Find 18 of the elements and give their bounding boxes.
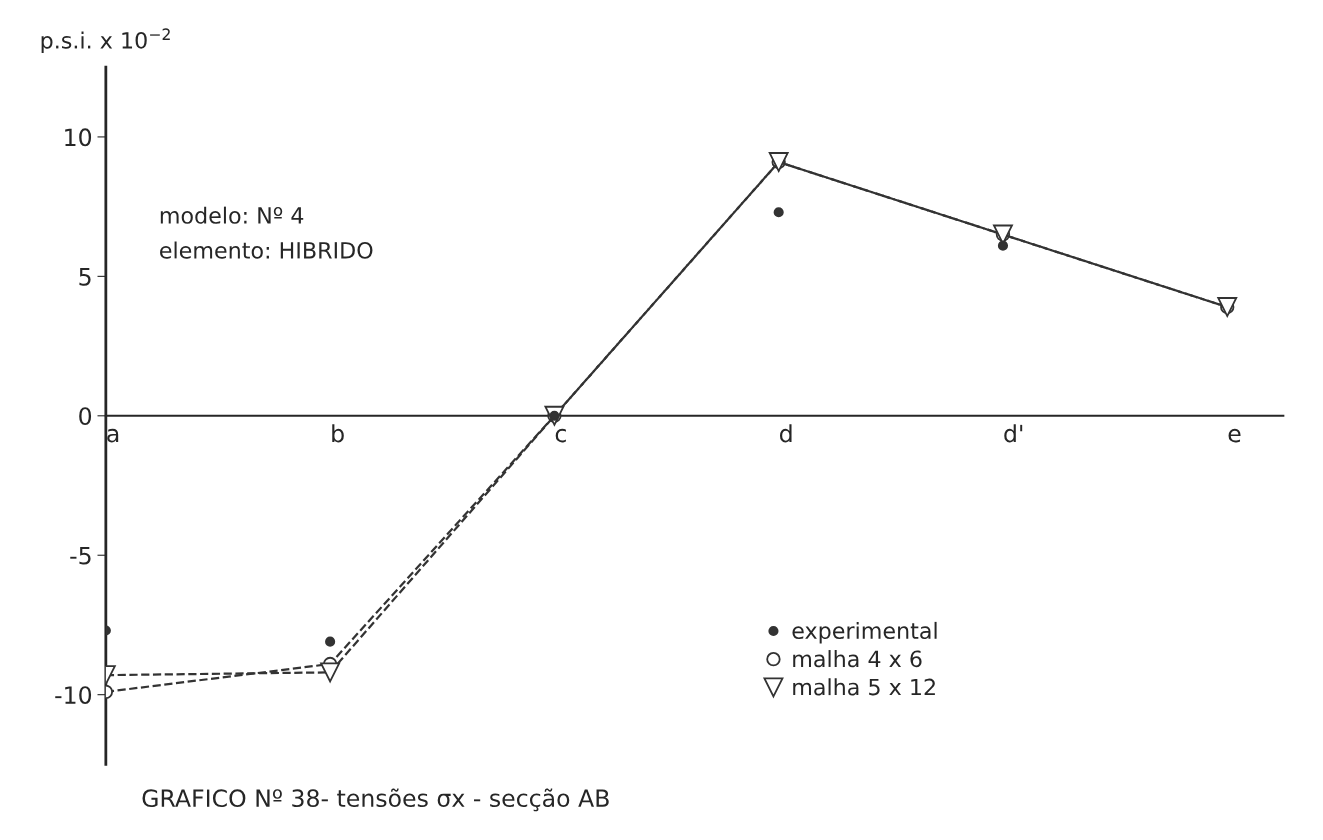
x-tick-label: c	[555, 428, 566, 443]
y-axis-title: p.s.i. x 10$^{−2}$	[41, 28, 170, 54]
legend-label: malha 4 x 6	[793, 650, 922, 668]
y-tick-label: 5	[79, 268, 91, 286]
x-tick-label: d	[779, 424, 792, 443]
x-tick-label: e	[1228, 428, 1241, 443]
y-tick-label: 0	[79, 407, 92, 426]
annotation: modelo: Nº 4	[160, 206, 304, 224]
x-tick-label: b	[332, 424, 344, 443]
x-tick-label: d'	[1004, 424, 1023, 443]
y-tick-label: -5	[70, 547, 91, 565]
legend-label: experimental	[792, 621, 937, 644]
text: GRAFICO Nº 38- tensões σx - secção AB	[142, 788, 609, 812]
y-tick-label: -10	[55, 686, 92, 704]
y-tick-label: 10	[65, 128, 92, 147]
legend-label: malha 5 x 12	[793, 678, 935, 696]
x-tick-label: a	[107, 428, 119, 443]
annotation: elemento: HIBRIDO	[160, 241, 373, 259]
